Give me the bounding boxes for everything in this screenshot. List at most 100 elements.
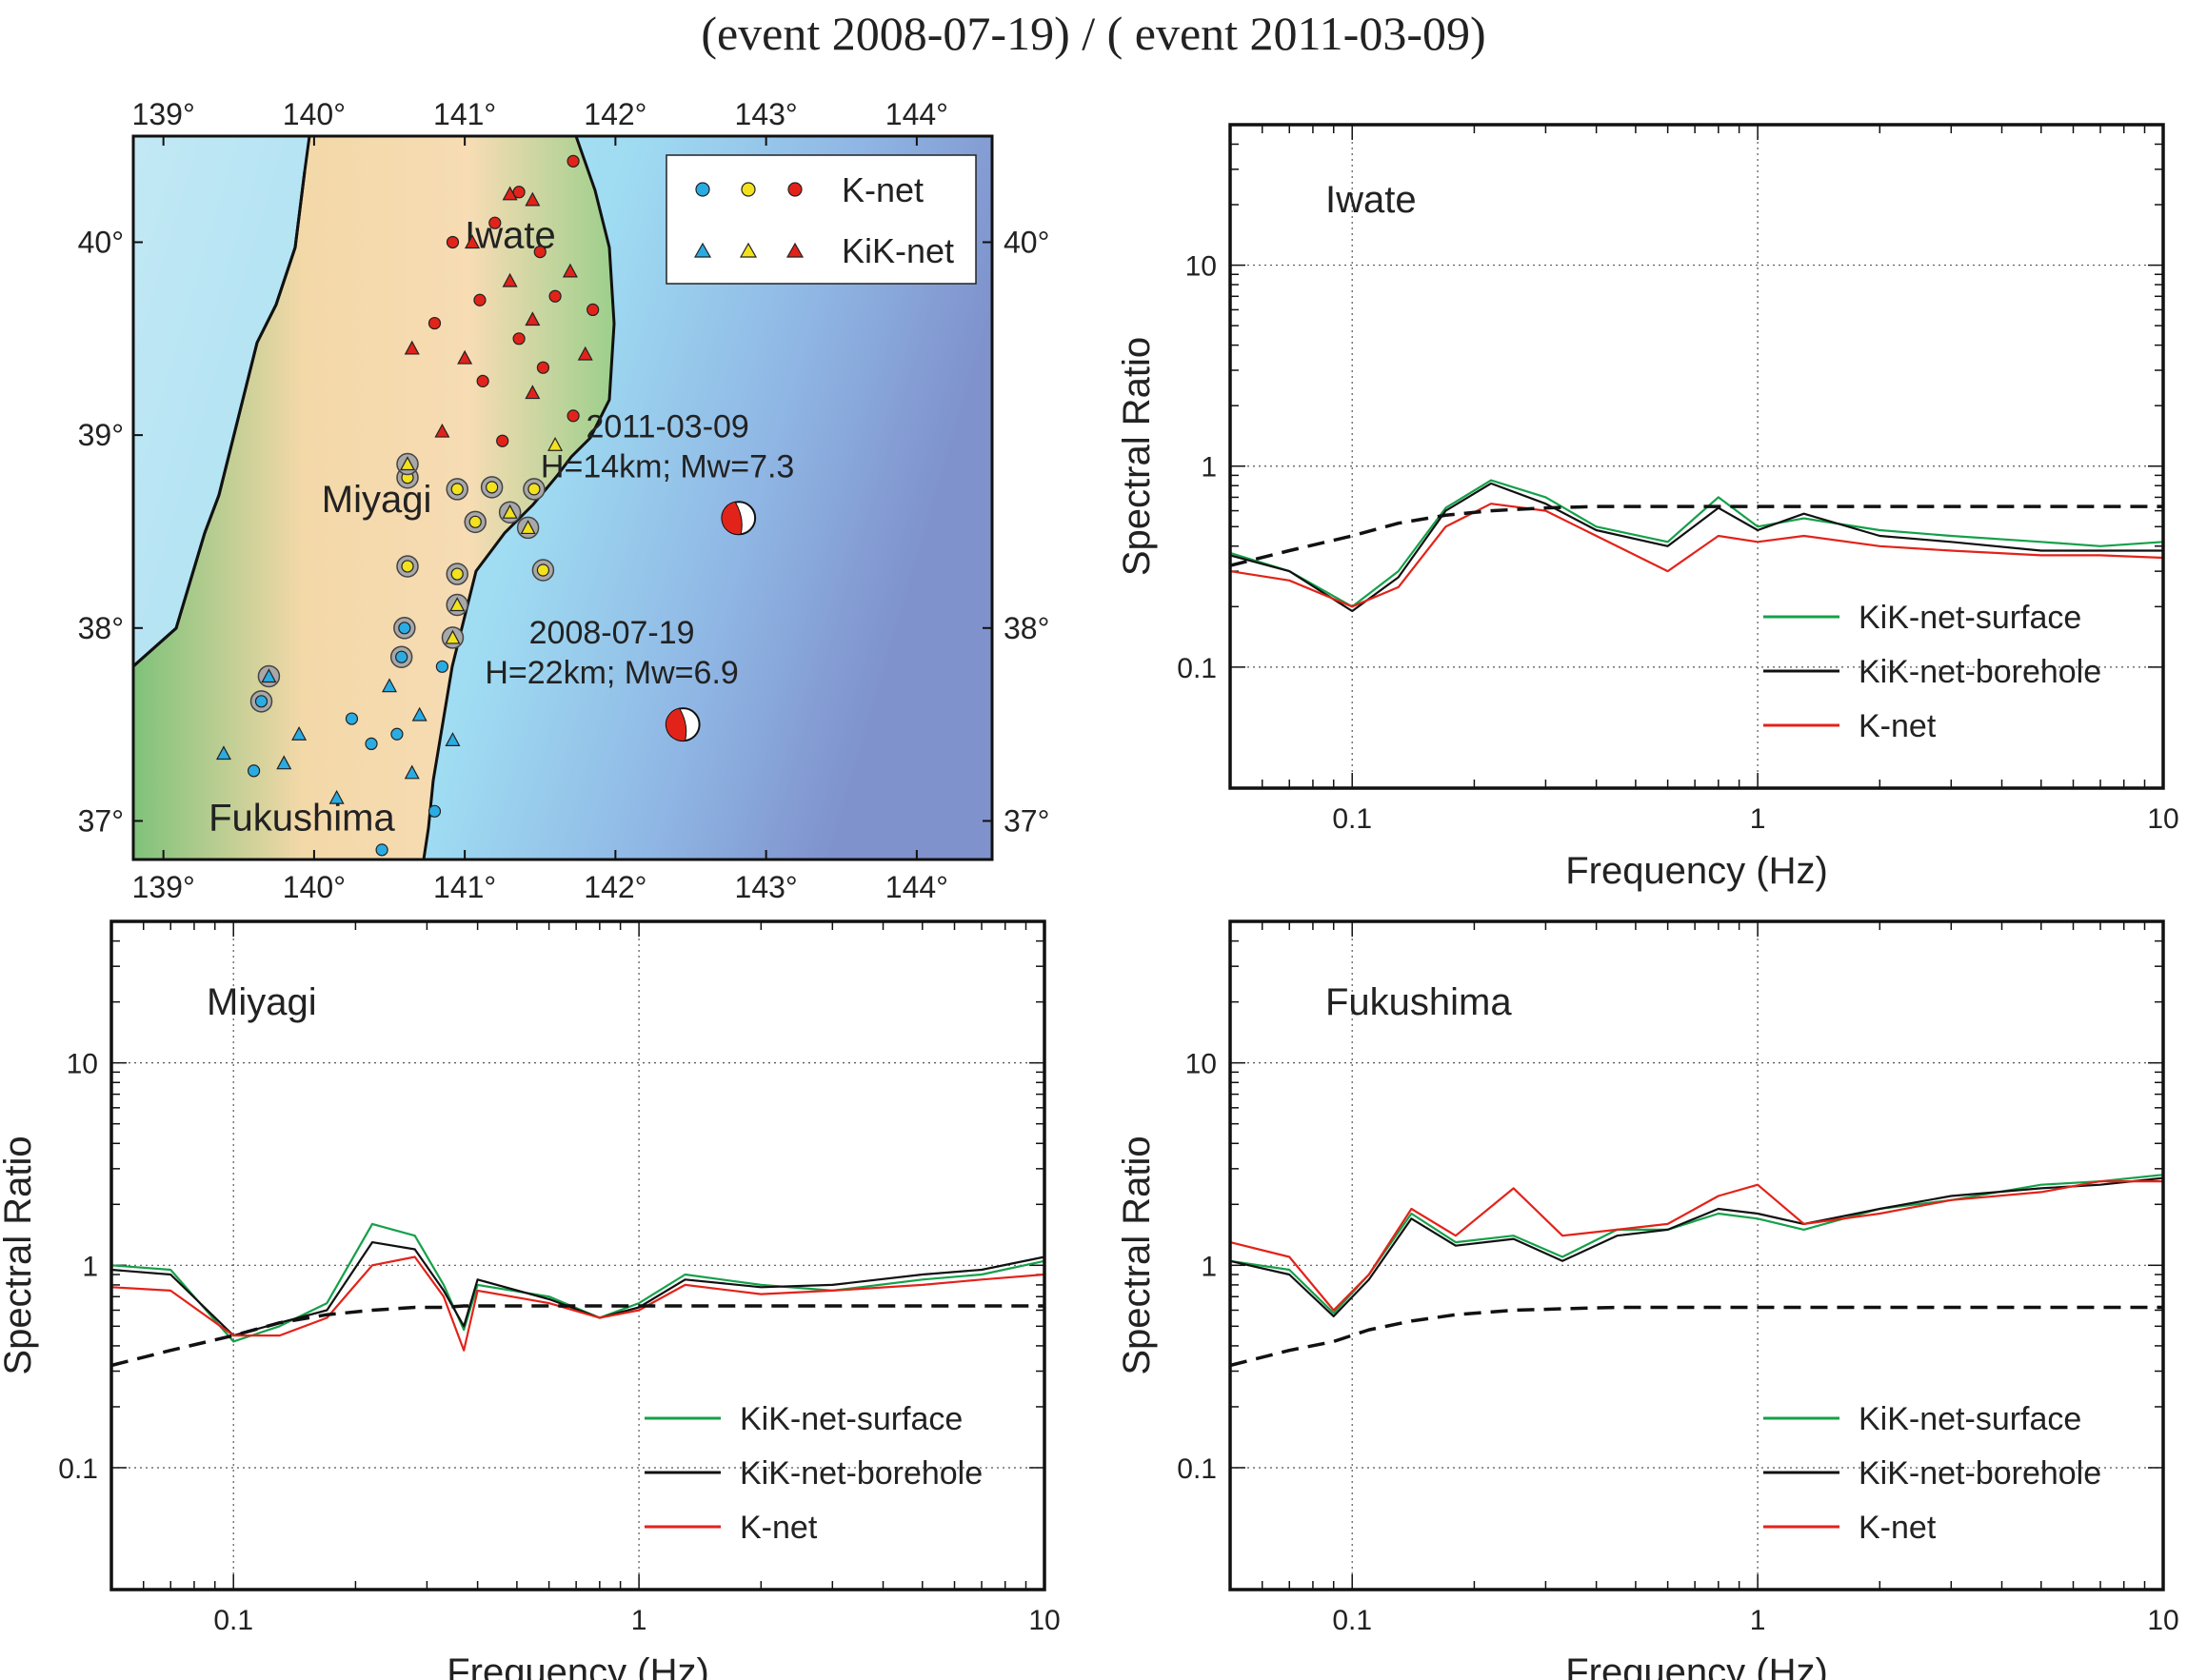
beachball-fill bbox=[665, 707, 687, 741]
lat-tick-label-right: 37° bbox=[1004, 803, 1049, 838]
series-line-k-net bbox=[110, 1255, 1045, 1352]
x-tick-label: 10 bbox=[2147, 803, 2178, 835]
y-axis-label: Spectral Ratio bbox=[1116, 337, 1158, 576]
lon-tick-label-top: 140° bbox=[283, 97, 346, 131]
kiknet-station-marker bbox=[291, 726, 308, 741]
x-tick-label: 10 bbox=[2147, 1605, 2178, 1636]
knet-station-marker bbox=[427, 316, 442, 330]
y-tick-label: 10 bbox=[1185, 251, 1217, 283]
series-line-kik-net-surface bbox=[1229, 479, 2164, 608]
panel-region-label: Fukushima bbox=[1325, 981, 1512, 1023]
kiknet-station-marker bbox=[520, 520, 536, 535]
map-coast-west bbox=[132, 170, 307, 668]
plot-frame bbox=[1228, 123, 2165, 790]
kiknet-station-marker bbox=[502, 504, 518, 519]
knet-station-marker bbox=[488, 216, 502, 229]
y-tick-label: 1 bbox=[1201, 452, 1217, 484]
knet-station-marker bbox=[365, 737, 378, 751]
knet-station-marker bbox=[247, 764, 261, 778]
legend-knet-red-marker bbox=[787, 182, 803, 197]
kiknet-station-marker bbox=[215, 745, 231, 761]
series-line-kik-net-borehole bbox=[1229, 1176, 2164, 1318]
kiknet-station-marker bbox=[502, 186, 518, 201]
legend-knet-label: K-net bbox=[842, 170, 924, 209]
event-info-label: H=14km; Mw=7.3 bbox=[541, 448, 794, 484]
y-tick-label: 0.1 bbox=[58, 1453, 98, 1485]
knet-station-marker bbox=[468, 515, 482, 528]
kiknet-station-marker bbox=[400, 456, 416, 471]
y-tick-label: 1 bbox=[1201, 1251, 1217, 1282]
knet-station-marker bbox=[450, 483, 464, 496]
y-tick-label: 10 bbox=[67, 1049, 98, 1080]
lon-tick-label-bottom: 141° bbox=[433, 870, 496, 904]
knet-station-marker bbox=[427, 804, 442, 818]
knet-station-marker bbox=[512, 332, 526, 346]
plot-area bbox=[111, 921, 1044, 1590]
kiknet-station-marker bbox=[404, 340, 420, 355]
knet-station-marker bbox=[395, 650, 408, 663]
x-tick-label: 10 bbox=[1028, 1605, 1060, 1636]
y-tick-label: 0.1 bbox=[1177, 1453, 1217, 1485]
knet-station-marker bbox=[496, 434, 509, 447]
knet-station-marker bbox=[533, 246, 547, 259]
knet-station-marker bbox=[435, 660, 449, 673]
series-line-kik-net-borehole bbox=[1229, 482, 2163, 613]
beachball-fill bbox=[721, 501, 743, 536]
knet-station-marker bbox=[512, 186, 526, 199]
kiknet-station-marker bbox=[411, 706, 427, 721]
miyagi-spectral-chart: 0.1 1 10 0.1 1 10 Miyagi Frequency (Hz) Spectral… bbox=[0, 919, 1061, 1680]
knet-station-marker bbox=[548, 289, 562, 303]
x-tick-label: 1 bbox=[631, 1605, 647, 1636]
knet-station-marker bbox=[536, 563, 550, 577]
kiknet-station-marker bbox=[502, 272, 518, 287]
legend-knet-blue-marker bbox=[695, 182, 710, 197]
kiknet-station-marker bbox=[577, 346, 593, 361]
knet-station-marker bbox=[446, 235, 460, 249]
knet-station-marker bbox=[401, 560, 414, 573]
x-tick-label: 0.1 bbox=[213, 1605, 253, 1636]
y-tick-label: 0.1 bbox=[1177, 653, 1217, 684]
legend-label: K-net bbox=[1859, 708, 1937, 744]
lat-tick-label-right: 38° bbox=[1004, 611, 1049, 645]
knet-station-marker bbox=[567, 409, 580, 423]
kiknet-station-marker bbox=[328, 789, 345, 804]
knet-station-marker bbox=[473, 293, 487, 306]
panel-region-label: Iwate bbox=[1325, 179, 1417, 221]
fukushima-spectral-chart: 0.1 1 10 0.1 1 10 Fukushima Frequency (Hz) Spect… bbox=[1116, 919, 2179, 1680]
y-tick-label: 10 bbox=[1185, 1049, 1217, 1080]
reference-curve bbox=[1229, 504, 2163, 567]
x-axis-label: Frequency (Hz) bbox=[1565, 1651, 1828, 1680]
x-tick-label: 1 bbox=[1750, 1605, 1766, 1636]
kiknet-station-marker bbox=[276, 755, 292, 770]
x-axis-label: Frequency (Hz) bbox=[1565, 850, 1828, 892]
event-date-label: 2008-07-19 bbox=[529, 615, 695, 651]
lat-tick-label-left: 37° bbox=[78, 803, 124, 838]
kiknet-station-marker bbox=[404, 764, 420, 780]
y-axis-label: Spectral Ratio bbox=[1116, 1136, 1158, 1374]
knet-station-marker bbox=[390, 727, 404, 741]
legend-knet-yellow-marker bbox=[741, 182, 756, 197]
plot-area bbox=[1230, 125, 2163, 788]
kiknet-station-marker bbox=[445, 732, 461, 746]
x-tick-label: 1 bbox=[1750, 803, 1766, 835]
event-info-label: H=22km; Mw=6.9 bbox=[485, 655, 738, 691]
legend-label: KiK-net-surface bbox=[1859, 1401, 2081, 1437]
beachball-2011-03-09 bbox=[721, 501, 757, 536]
lon-tick-label-top: 142° bbox=[584, 97, 646, 131]
lon-tick-label-bottom: 139° bbox=[132, 870, 195, 904]
event-date-label: 2011-03-09 bbox=[586, 408, 748, 445]
lon-tick-label-bottom: 142° bbox=[584, 870, 646, 904]
knet-station-marker bbox=[486, 481, 499, 494]
y-axis-label: Spectral Ratio bbox=[0, 1136, 39, 1374]
legend-label: KiK-net-surface bbox=[1859, 600, 2081, 636]
kiknet-station-marker bbox=[562, 263, 578, 278]
x-tick-label: 0.1 bbox=[1332, 803, 1372, 835]
lon-tick-label-top: 139° bbox=[132, 97, 195, 131]
y-tick-label: 1 bbox=[82, 1251, 98, 1282]
knet-station-marker bbox=[345, 712, 359, 725]
legend-kiknet-label: KiK-net bbox=[842, 231, 954, 270]
legend-label: KiK-net-borehole bbox=[740, 1455, 983, 1492]
knet-station-marker bbox=[375, 843, 388, 857]
lon-tick-label-bottom: 144° bbox=[885, 870, 948, 904]
